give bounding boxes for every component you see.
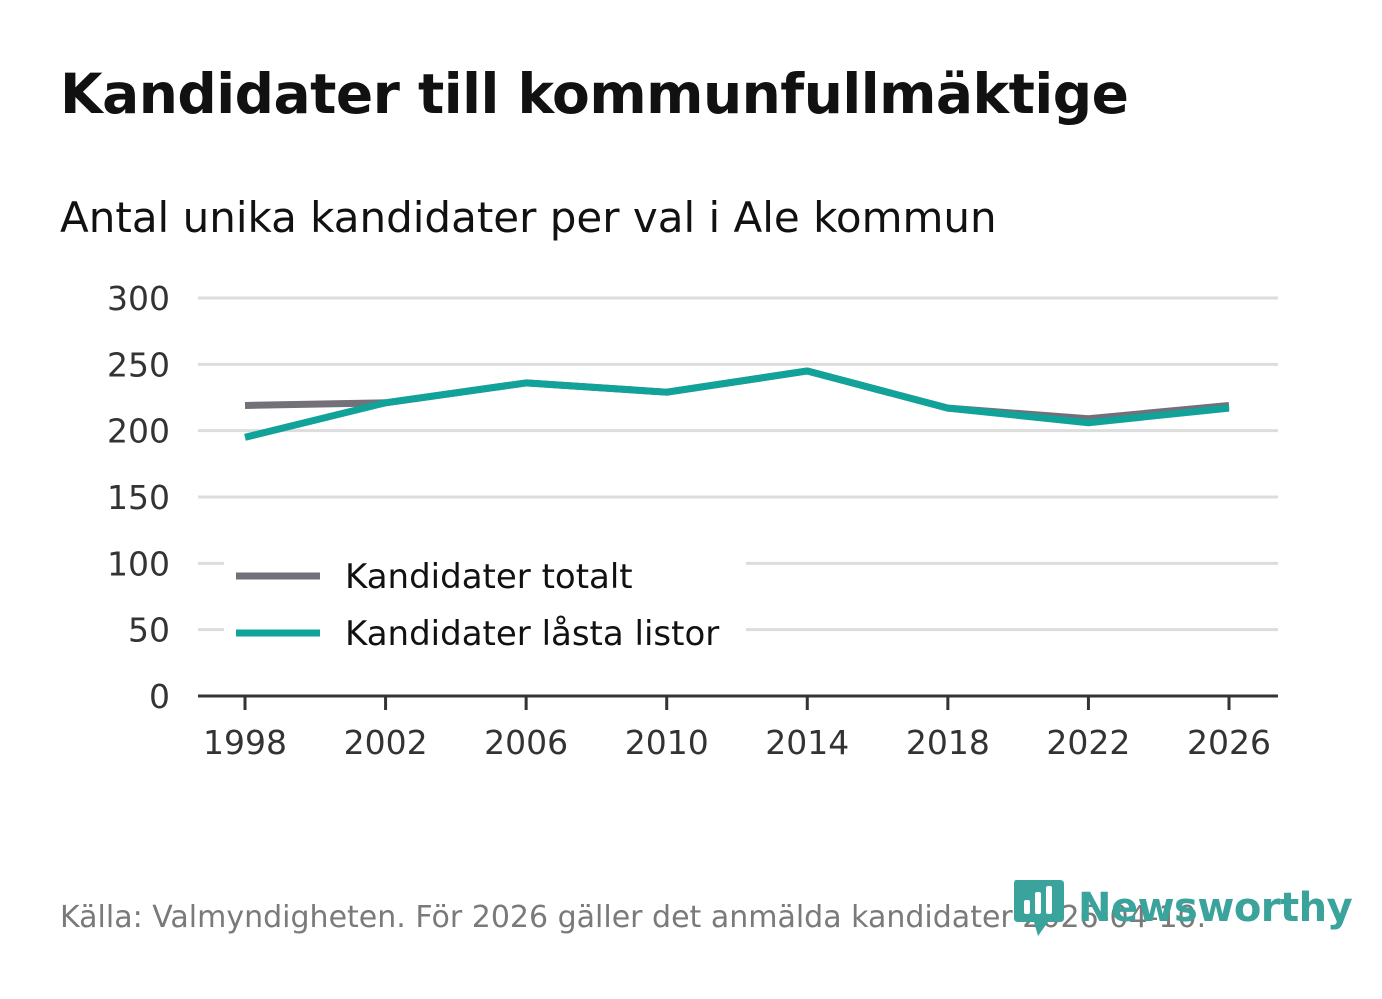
x-tick-label: 1998: [203, 723, 287, 762]
y-tick-label: 150: [107, 478, 170, 517]
x-tick-label: 2026: [1187, 723, 1271, 762]
x-tick-label: 2006: [484, 723, 568, 762]
legend-box: [224, 545, 746, 665]
legend: Kandidater totalt Kandidater låsta listor: [224, 545, 746, 665]
legend-label-1: Kandidater totalt: [345, 557, 633, 597]
chart-subtitle: Antal unika kandidater per val i Ale kom…: [60, 193, 997, 242]
x-tick-label: 2010: [625, 723, 709, 762]
x-tick-label: 2022: [1046, 723, 1130, 762]
x-tick-label: 2018: [906, 723, 990, 762]
axes: 0 50 100 150 200 250 300 1998 2002 2006 2010 2014 20…: [107, 279, 1278, 762]
brand-name: Newsworthy: [1078, 885, 1353, 931]
bar-chart-logo-icon: [1014, 880, 1064, 936]
y-tick-label: 200: [107, 412, 170, 451]
x-tick-label: 2014: [765, 723, 849, 762]
y-tick-label: 50: [128, 611, 170, 650]
y-tick-label: 100: [107, 544, 170, 583]
series-lines: [244, 367, 1230, 441]
x-tick-label: 2002: [344, 723, 428, 762]
y-tick-label: 0: [149, 677, 170, 716]
y-tick-label: 250: [107, 345, 170, 384]
legend-label-2: Kandidater låsta listor: [345, 614, 719, 654]
y-tick-label: 300: [107, 279, 170, 318]
chart-title: Kandidater till kommunfullmäktige: [60, 62, 1129, 126]
brand-logo: Newsworthy: [1012, 878, 1353, 938]
series-line-2: [244, 367, 1230, 441]
